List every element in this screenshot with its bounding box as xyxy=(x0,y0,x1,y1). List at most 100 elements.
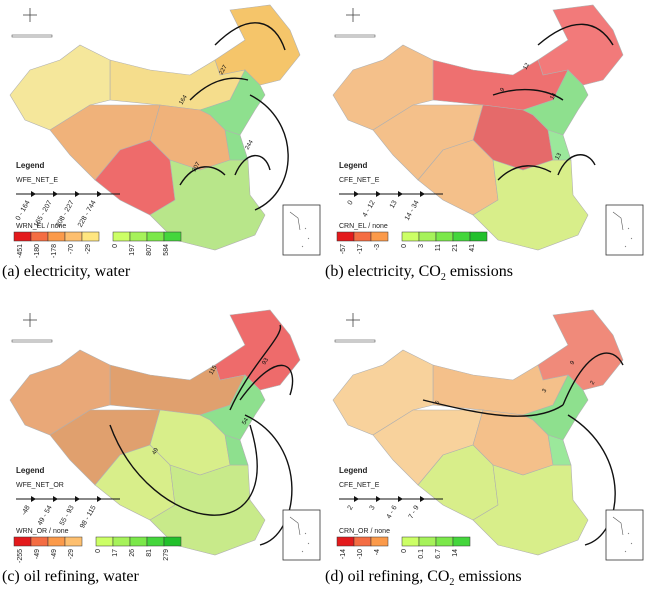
legend-swatch xyxy=(65,537,82,546)
legend-value: 584 xyxy=(163,244,170,256)
legend-arrow-head xyxy=(376,191,381,197)
legend-swatch xyxy=(31,232,48,241)
legend-value: 0.1 xyxy=(418,549,425,559)
legend-swatch xyxy=(436,232,453,241)
legend-value: -70 xyxy=(68,244,75,254)
legend-class: 14 - 34 xyxy=(404,199,421,221)
legend-swatch xyxy=(82,232,99,241)
legend-arrow-head xyxy=(75,191,80,197)
scale-bar xyxy=(12,340,52,342)
legend-class: 49 - 54 xyxy=(37,504,54,526)
legend-swatch xyxy=(147,232,164,241)
legend-value: 0 xyxy=(401,549,408,553)
legend-value: -14 xyxy=(340,549,347,559)
legend-swatch xyxy=(436,537,453,546)
province-region xyxy=(215,5,300,85)
legend-value: -49 xyxy=(34,549,41,559)
legend-swatch xyxy=(164,232,181,241)
legend-value: 3 xyxy=(418,244,425,248)
flow-arrow xyxy=(250,95,288,210)
legend-arrow-head xyxy=(31,191,36,197)
legend-swatch xyxy=(48,232,65,241)
legend-name: WRN_OR / none xyxy=(16,528,69,535)
legend-value: -17 xyxy=(357,244,364,254)
map-panel: 227164207244LegendWFE_NET_E0 - 164165 - … xyxy=(2,5,320,280)
legend-title: Legend xyxy=(16,466,45,475)
legend-name: CFE_NET_E xyxy=(339,177,380,184)
legend-arrow-head xyxy=(398,191,403,197)
legend-swatch xyxy=(113,537,130,546)
legend-value: 0 xyxy=(95,549,102,553)
map-panel: 115935449LegendWFE_NET_OR-4849 - 5455 - … xyxy=(2,310,320,585)
legend-value: -10 xyxy=(357,549,364,559)
legend-swatch xyxy=(130,232,147,241)
legend-swatch xyxy=(371,537,388,546)
caption-text: emissions xyxy=(446,263,513,280)
legend-arrow-head xyxy=(354,191,359,197)
caption: (c) oil refining, water xyxy=(2,568,140,585)
legend-arrow-head xyxy=(398,496,403,502)
legend-value: 0 xyxy=(112,244,119,248)
south-sea-inset xyxy=(606,205,643,255)
legend-name: CFE_NET_E xyxy=(339,482,380,489)
scale-bar xyxy=(335,35,375,37)
legend-swatch xyxy=(354,537,371,546)
legend-value: -29 xyxy=(85,244,92,254)
legend-swatch xyxy=(113,232,130,241)
legend-arrow-head xyxy=(420,191,425,197)
legend-swatch xyxy=(337,232,354,241)
legend-value: -180 xyxy=(34,244,41,258)
caption-text: emissions xyxy=(454,568,521,585)
legend-swatch xyxy=(96,537,113,546)
legend-class: 55 - 93 xyxy=(59,504,76,526)
caption: (a) electricity, water xyxy=(2,263,131,280)
legend-swatch xyxy=(419,232,436,241)
province-region xyxy=(215,310,300,390)
legend-swatch xyxy=(354,232,371,241)
south-sea-inset xyxy=(283,510,320,560)
legend-name: WFE_NET_OR xyxy=(16,482,64,489)
legend-swatch xyxy=(164,537,181,546)
legend-name: WRN_EL / none xyxy=(16,223,66,230)
legend-class: 0 xyxy=(347,199,355,206)
legend-swatch xyxy=(65,232,82,241)
legend-value: 81 xyxy=(146,549,153,557)
legend-swatch xyxy=(419,537,436,546)
legend-name: CRN_OR / none xyxy=(339,528,390,535)
legend-swatch xyxy=(453,537,470,546)
legend-class: 228 - 744 xyxy=(77,199,98,228)
legend-value: -3 xyxy=(374,244,381,250)
province-region xyxy=(538,5,623,85)
legend-swatch xyxy=(337,537,354,546)
caption-text: (c) oil refining, water xyxy=(2,568,140,585)
legend-value: 17 xyxy=(112,549,119,557)
legend-value: 197 xyxy=(129,244,136,256)
legend-title: Legend xyxy=(339,161,368,170)
legend-swatch xyxy=(48,537,65,546)
legend-value: -255 xyxy=(17,549,24,563)
map-panel: 6932LegendCFE_NET_E234 - 67 - 9CRN_OR / … xyxy=(325,310,643,588)
caption: (d) oil refining, CO2 emissions xyxy=(325,568,522,588)
flow-label: 244 xyxy=(245,139,256,151)
legend-class: 98 - 115 xyxy=(79,504,98,529)
legend-class: 2 xyxy=(347,504,355,511)
legend-class: -48 xyxy=(21,504,32,516)
legend-arrow-head xyxy=(31,496,36,502)
legend-value: 807 xyxy=(146,244,153,256)
legend-value: -178 xyxy=(51,244,58,258)
legend-class: 3 xyxy=(369,504,377,511)
legend-swatch xyxy=(402,232,419,241)
legend-swatch xyxy=(31,537,48,546)
legend-arrow-head xyxy=(97,191,102,197)
legend-swatch xyxy=(470,232,487,241)
caption-text: (d) oil refining, CO xyxy=(325,568,449,585)
legend-arrow-head xyxy=(97,496,102,502)
legend-value: 11 xyxy=(435,244,442,251)
legend-class: 7 - 9 xyxy=(408,504,421,520)
legend-value: -451 xyxy=(17,244,24,258)
legend-title: Legend xyxy=(339,466,368,475)
legend-swatch xyxy=(453,232,470,241)
province-region xyxy=(538,310,623,390)
legend-name: WFE_NET_E xyxy=(16,177,58,184)
legend-arrow-head xyxy=(75,496,80,502)
